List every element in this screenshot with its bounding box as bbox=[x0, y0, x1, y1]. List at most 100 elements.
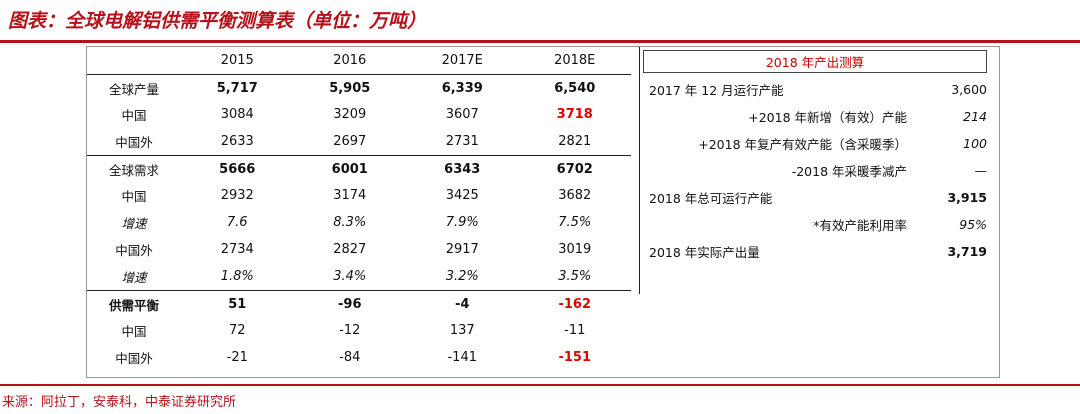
table-cell: 8.3% bbox=[333, 215, 367, 230]
row-label: 中国外 bbox=[115, 243, 153, 258]
supply-demand-table: 2015 2016 2017E 2018E 全球产量 5,717 5,905 6… bbox=[87, 47, 631, 371]
table-row-ex-china-demand: 中国外 2734 2827 2917 3019 bbox=[87, 236, 631, 263]
table-cell: 7.5% bbox=[558, 215, 592, 230]
table-cell: 2734 bbox=[220, 242, 254, 257]
table-cell: 7.9% bbox=[445, 215, 479, 230]
table-row-china-balance: 中国 72 -12 137 -11 bbox=[87, 317, 631, 344]
table-row-china-growth: 增速 7.6 8.3% 7.9% 7.5% bbox=[87, 209, 631, 236]
table-cell: 2917 bbox=[445, 242, 479, 257]
estimate-header: 2018 年产出测算 bbox=[643, 50, 987, 73]
table-cell: 3019 bbox=[558, 242, 592, 257]
estimate-label: 2018 年实际产出量 bbox=[649, 245, 760, 260]
estimate-value: 3,600 bbox=[951, 82, 987, 97]
table-cell: 6001 bbox=[331, 161, 368, 177]
table-cell: 72 bbox=[228, 323, 246, 338]
estimate-label: -2018 年采暖季减产 bbox=[791, 164, 907, 179]
estimate-value: 3,915 bbox=[947, 190, 987, 205]
estimate-row: -2018 年采暖季减产 — bbox=[649, 157, 987, 184]
table-cell-highlight: -151 bbox=[558, 350, 592, 365]
row-label: 中国 bbox=[121, 108, 147, 123]
table-cell: -21 bbox=[226, 350, 248, 365]
estimate-value: 3,719 bbox=[947, 244, 987, 259]
table-cell: 6343 bbox=[444, 161, 481, 177]
table-cell: -4 bbox=[455, 296, 470, 312]
row-label: 供需平衡 bbox=[108, 297, 159, 313]
table-cell: 3209 bbox=[333, 107, 367, 122]
year-header: 2015 bbox=[220, 53, 254, 68]
column-divider bbox=[639, 47, 640, 294]
row-label: 中国外 bbox=[115, 351, 153, 366]
table-cell: 2821 bbox=[558, 134, 592, 149]
row-label: 中国 bbox=[121, 324, 147, 339]
estimate-label: +2018 年复产有效产能（含采暖季） bbox=[698, 137, 907, 152]
row-label: 全球产量 bbox=[108, 81, 159, 97]
table-header-row: 2015 2016 2017E 2018E bbox=[87, 47, 631, 74]
estimate-label: 2017 年 12 月运行产能 bbox=[649, 83, 784, 98]
estimate-value: — bbox=[974, 163, 988, 178]
table-row-china-output: 中国 3084 3209 3607 3718 bbox=[87, 101, 631, 128]
table-cell: -12 bbox=[339, 323, 361, 338]
table-frame: 2015 2016 2017E 2018E 全球产量 5,717 5,905 6… bbox=[86, 46, 1000, 378]
table-cell: 3.2% bbox=[445, 269, 479, 284]
table-cell: 5666 bbox=[219, 161, 256, 177]
table-cell: -96 bbox=[338, 296, 362, 312]
estimate-label: *有效产能利用率 bbox=[813, 218, 907, 233]
source-note: 来源：阿拉丁，安泰科，中泰证券研究所 bbox=[2, 395, 237, 410]
table-cell: 51 bbox=[228, 296, 247, 312]
year-header: 2016 bbox=[333, 53, 367, 68]
row-label: 增速 bbox=[121, 270, 147, 285]
table-cell: 2932 bbox=[220, 188, 254, 203]
estimate-label: 2018 年总可运行产能 bbox=[649, 191, 773, 206]
row-label: 中国外 bbox=[115, 135, 153, 150]
table-cell: 2697 bbox=[333, 134, 367, 149]
table-cell: -141 bbox=[447, 350, 477, 365]
table-cell: 3682 bbox=[558, 188, 592, 203]
bottom-rule bbox=[0, 384, 1080, 386]
table-row-china-demand: 中国 2932 3174 3425 3682 bbox=[87, 182, 631, 209]
table-cell: 3607 bbox=[445, 107, 479, 122]
estimate-row: *有效产能利用率 95% bbox=[649, 211, 987, 238]
table-cell: 2731 bbox=[445, 134, 479, 149]
row-label: 增速 bbox=[121, 216, 147, 231]
table-cell: 6,540 bbox=[554, 80, 596, 96]
table-cell: 5,717 bbox=[216, 80, 258, 96]
table-row-global-output: 全球产量 5,717 5,905 6,339 6,540 bbox=[87, 74, 631, 101]
table-row-ex-china-balance: 中国外 -21 -84 -141 -151 bbox=[87, 344, 631, 371]
table-cell: 3425 bbox=[445, 188, 479, 203]
table-cell: 2633 bbox=[220, 134, 254, 149]
estimate-value: 95% bbox=[959, 217, 987, 232]
estimate-label: +2018 年新增（有效）产能 bbox=[748, 110, 907, 125]
estimate-row: +2018 年复产有效产能（含采暖季） 100 bbox=[649, 130, 987, 157]
table-cell: 7.6 bbox=[226, 215, 248, 230]
year-header: 2017E bbox=[441, 53, 483, 68]
table-cell: 137 bbox=[449, 323, 475, 338]
table-cell: 3.4% bbox=[333, 269, 367, 284]
estimate-row: 2017 年 12 月运行产能 3,600 bbox=[649, 76, 987, 103]
estimate-row: 2018 年实际产出量 3,719 bbox=[649, 238, 987, 265]
table-cell: 6,339 bbox=[441, 80, 483, 96]
estimate-value: 214 bbox=[963, 109, 987, 124]
table-row-ex-china-growth: 增速 1.8% 3.4% 3.2% 3.5% bbox=[87, 263, 631, 290]
table-cell: 3174 bbox=[333, 188, 367, 203]
table-row-ex-china-output: 中国外 2633 2697 2731 2821 bbox=[87, 128, 631, 155]
table-row-balance: 供需平衡 51 -96 -4 -162 bbox=[87, 290, 631, 317]
table-row-global-demand: 全球需求 5666 6001 6343 6702 bbox=[87, 155, 631, 182]
table-cell: 5,905 bbox=[329, 80, 371, 96]
figure-title: 图表：全球电解铝供需平衡测算表（单位：万吨） bbox=[8, 10, 427, 32]
title-rule bbox=[0, 40, 1080, 43]
table-cell-highlight: 3718 bbox=[556, 107, 593, 122]
table-cell: 1.8% bbox=[220, 269, 254, 284]
table-cell: 3.5% bbox=[558, 269, 592, 284]
table-cell-highlight: -162 bbox=[558, 296, 592, 312]
table-cell: -84 bbox=[339, 350, 361, 365]
table-cell: 6702 bbox=[556, 161, 593, 177]
row-label: 全球需求 bbox=[108, 162, 159, 178]
table-cell: -11 bbox=[564, 323, 586, 338]
estimate-row: 2018 年总可运行产能 3,915 bbox=[649, 184, 987, 211]
table-cell: 2827 bbox=[333, 242, 367, 257]
year-header: 2018E bbox=[554, 53, 596, 68]
estimate-value: 100 bbox=[963, 136, 987, 151]
row-label: 中国 bbox=[121, 189, 147, 204]
table-cell: 3084 bbox=[220, 107, 254, 122]
estimate-row: +2018 年新增（有效）产能 214 bbox=[649, 103, 987, 130]
